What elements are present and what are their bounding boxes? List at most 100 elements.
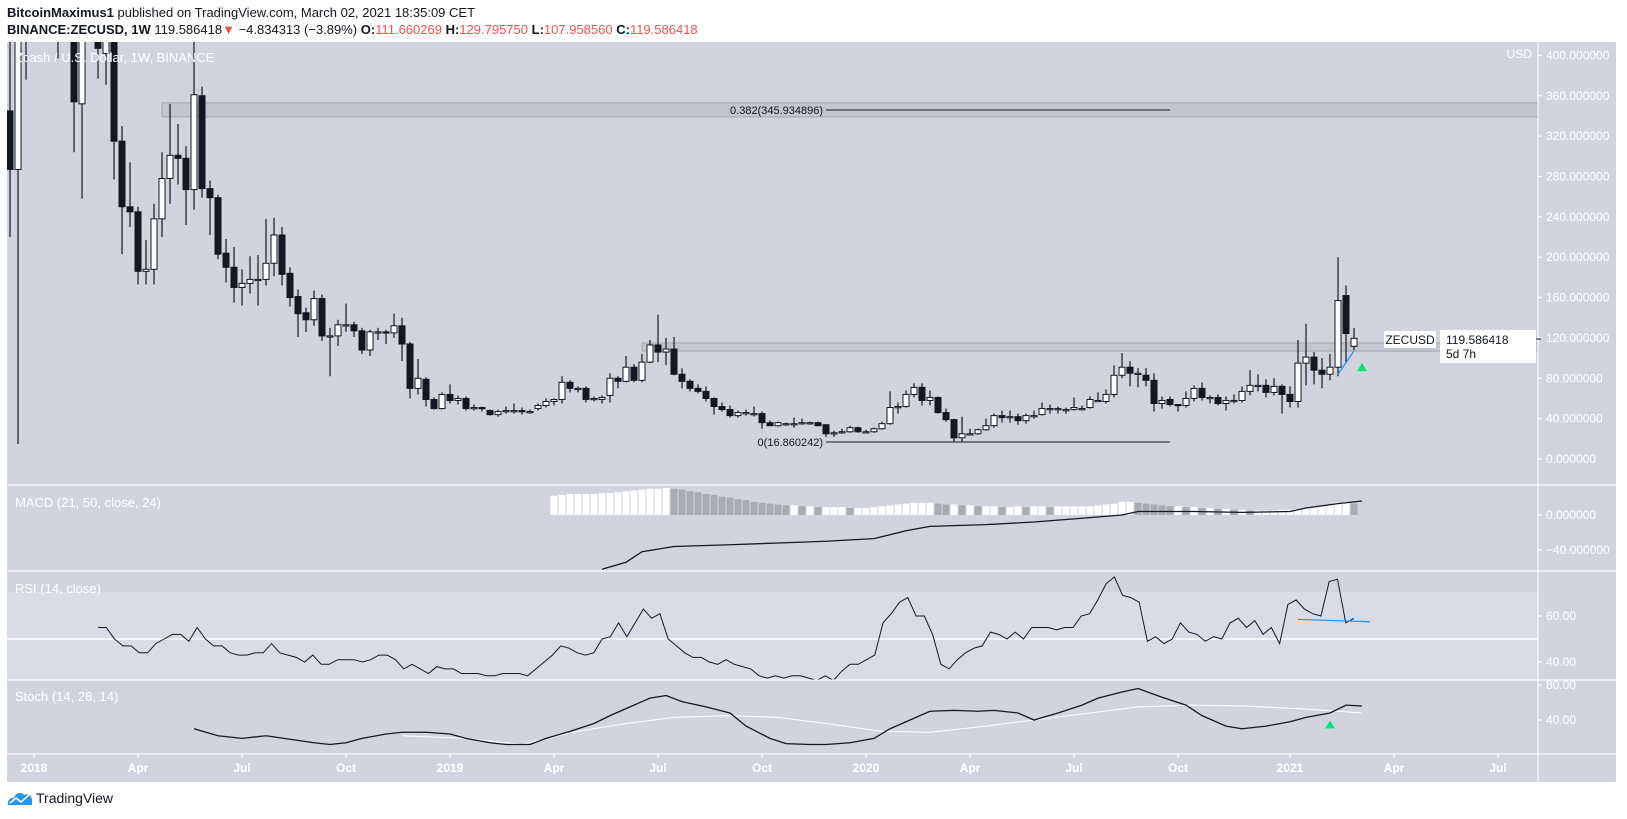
candle[interactable] xyxy=(366,329,374,357)
candle[interactable] xyxy=(846,425,854,433)
candle[interactable] xyxy=(670,336,678,376)
candle[interactable] xyxy=(78,0,86,199)
candle[interactable] xyxy=(630,364,638,383)
candle[interactable] xyxy=(606,373,614,403)
candle[interactable] xyxy=(590,396,598,402)
candle[interactable] xyxy=(886,391,894,425)
author-name[interactable]: BitcoinMaximus1 xyxy=(7,5,114,20)
candle[interactable] xyxy=(102,15,110,85)
stoch-k-line[interactable] xyxy=(193,687,1363,746)
candle[interactable] xyxy=(342,303,350,332)
candle[interactable] xyxy=(1222,396,1230,411)
candle[interactable] xyxy=(294,289,302,337)
candle[interactable] xyxy=(326,327,334,377)
candle[interactable] xyxy=(302,307,310,332)
candle[interactable] xyxy=(374,327,382,340)
candle[interactable] xyxy=(910,383,918,398)
candle[interactable] xyxy=(1190,385,1198,402)
candle[interactable] xyxy=(1078,405,1086,411)
candle[interactable] xyxy=(806,421,814,425)
candle[interactable] xyxy=(166,103,174,204)
candle[interactable] xyxy=(718,402,726,412)
candle[interactable] xyxy=(470,404,478,411)
candle[interactable] xyxy=(422,377,430,407)
candle[interactable] xyxy=(950,418,958,442)
candle[interactable] xyxy=(918,383,926,406)
candle[interactable] xyxy=(1278,384,1286,414)
candle[interactable] xyxy=(47,0,53,15)
candle[interactable] xyxy=(206,180,214,236)
candle[interactable] xyxy=(998,410,1006,423)
candle[interactable] xyxy=(526,409,534,414)
candle[interactable] xyxy=(230,247,238,303)
candle[interactable] xyxy=(254,255,262,306)
candle[interactable] xyxy=(1014,413,1022,425)
candle[interactable] xyxy=(1062,407,1070,414)
candle[interactable] xyxy=(662,337,670,366)
candle[interactable] xyxy=(742,409,750,416)
candle[interactable] xyxy=(534,403,542,411)
candle[interactable] xyxy=(87,0,93,29)
candle[interactable] xyxy=(390,313,398,338)
candle[interactable] xyxy=(894,402,902,414)
candle[interactable] xyxy=(158,152,166,238)
candle[interactable] xyxy=(70,0,78,153)
candle[interactable] xyxy=(966,428,974,436)
candle[interactable] xyxy=(358,327,366,355)
candle[interactable] xyxy=(550,398,558,406)
candle[interactable] xyxy=(446,384,454,404)
candle[interactable] xyxy=(1126,361,1134,387)
candle[interactable] xyxy=(1302,323,1310,386)
candle[interactable] xyxy=(238,269,246,306)
candle[interactable] xyxy=(958,416,966,442)
candle[interactable] xyxy=(454,395,462,405)
candle[interactable] xyxy=(510,403,518,414)
candle[interactable] xyxy=(878,421,886,430)
candle[interactable] xyxy=(558,376,566,404)
candle[interactable] xyxy=(1206,395,1214,404)
candle[interactable] xyxy=(39,0,45,25)
candle[interactable] xyxy=(190,37,198,210)
candle[interactable] xyxy=(222,239,230,283)
candle[interactable] xyxy=(1214,394,1222,406)
candle[interactable] xyxy=(982,418,990,431)
candle[interactable] xyxy=(310,290,318,326)
candle[interactable] xyxy=(822,424,830,437)
stoch-pane[interactable] xyxy=(193,687,1363,746)
rsi-pane[interactable] xyxy=(7,576,1538,681)
candle[interactable] xyxy=(942,408,950,422)
candle[interactable] xyxy=(94,0,102,79)
trendline[interactable] xyxy=(1337,350,1355,375)
candle[interactable] xyxy=(1326,354,1334,381)
candle[interactable] xyxy=(1294,339,1302,408)
candle[interactable] xyxy=(334,319,342,346)
candle[interactable] xyxy=(1182,391,1190,408)
candle[interactable] xyxy=(814,421,822,427)
candle[interactable] xyxy=(1230,394,1238,404)
candle[interactable] xyxy=(926,390,934,406)
candle[interactable] xyxy=(990,413,998,428)
candle[interactable] xyxy=(566,380,574,393)
candle[interactable] xyxy=(262,218,270,286)
candle[interactable] xyxy=(1142,368,1150,387)
candle[interactable] xyxy=(7,5,14,238)
candle[interactable] xyxy=(1198,382,1206,401)
candle[interactable] xyxy=(1246,370,1254,396)
candle[interactable] xyxy=(286,267,294,307)
candle[interactable] xyxy=(318,294,326,341)
candle[interactable] xyxy=(63,0,69,40)
candle[interactable] xyxy=(646,339,654,364)
candle[interactable] xyxy=(854,426,862,433)
candle[interactable] xyxy=(574,386,582,393)
candle[interactable] xyxy=(1286,386,1294,408)
candle[interactable] xyxy=(934,396,942,414)
candle[interactable] xyxy=(542,398,550,408)
candle[interactable] xyxy=(382,329,390,344)
price-pane[interactable]: 0.382(345.934896) 0(16.860242) xyxy=(7,0,1538,449)
candle[interactable] xyxy=(502,406,510,414)
candle[interactable] xyxy=(1238,386,1246,403)
candle[interactable] xyxy=(766,420,774,427)
candle[interactable] xyxy=(686,379,694,392)
candle[interactable] xyxy=(14,0,22,444)
